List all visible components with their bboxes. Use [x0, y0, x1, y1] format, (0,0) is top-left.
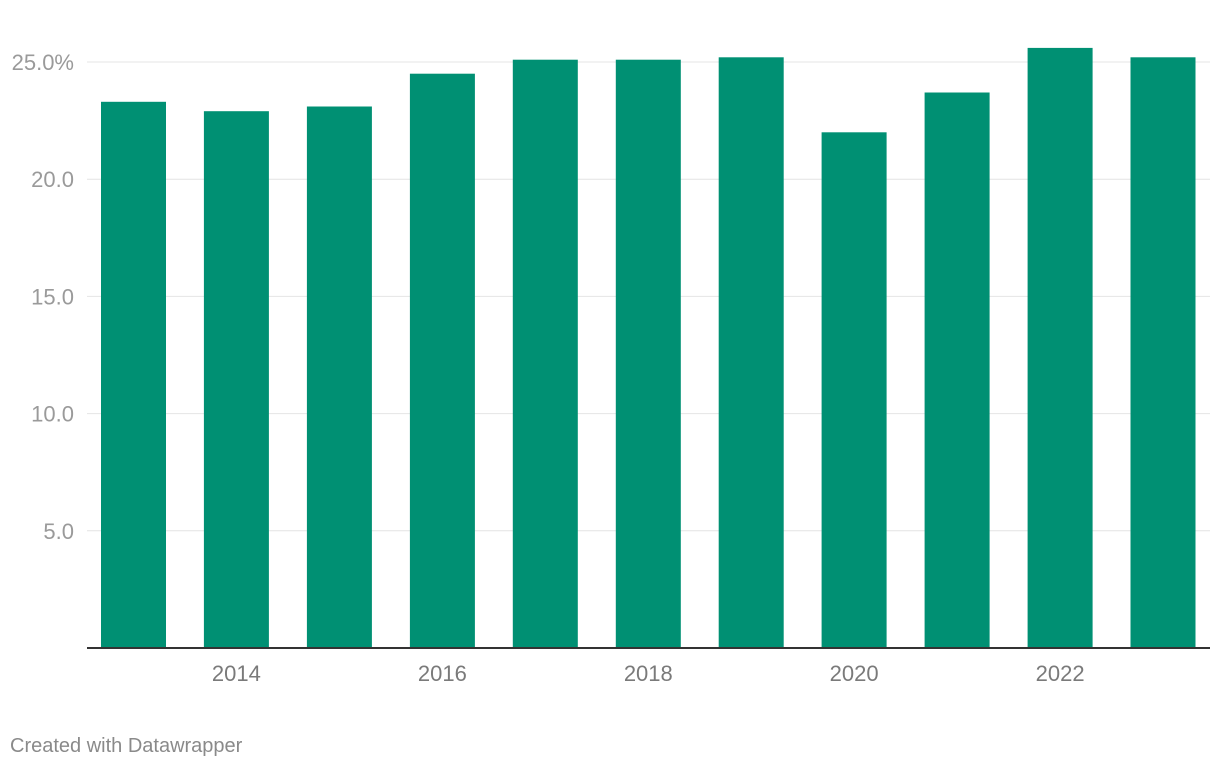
bar [306, 106, 372, 648]
x-tick-label: 2014 [212, 661, 261, 686]
bar [409, 73, 475, 648]
bar [924, 92, 990, 648]
bar [1130, 57, 1196, 649]
x-tick-label: 2018 [624, 661, 673, 686]
bar-chart: 5.0 10.0 15.0 20.0 25.0% 2014 2016 2018 2020 202… [12, 47, 1210, 686]
bar [101, 101, 166, 649]
bar [203, 111, 269, 648]
y-tick-label: 20.0 [31, 167, 74, 192]
y-tick-label: 5.0 [43, 519, 74, 544]
bar [718, 57, 784, 649]
y-axis-ticks: 5.0 10.0 15.0 20.0 25.0% [12, 50, 74, 544]
bars [101, 47, 1196, 649]
x-tick-label: 2016 [418, 661, 467, 686]
bar [615, 59, 681, 648]
bar [512, 59, 578, 648]
bar [1027, 47, 1093, 648]
x-tick-label: 2022 [1036, 661, 1085, 686]
x-axis-ticks: 2014 2016 2018 2020 2022 [212, 661, 1085, 686]
bar [821, 132, 887, 649]
datawrapper-credit: Created with Datawrapper [10, 735, 243, 757]
y-tick-label: 10.0 [31, 402, 74, 427]
y-tick-label: 25.0% [12, 50, 74, 75]
x-tick-label: 2020 [830, 661, 879, 686]
y-tick-label: 15.0 [31, 284, 74, 309]
